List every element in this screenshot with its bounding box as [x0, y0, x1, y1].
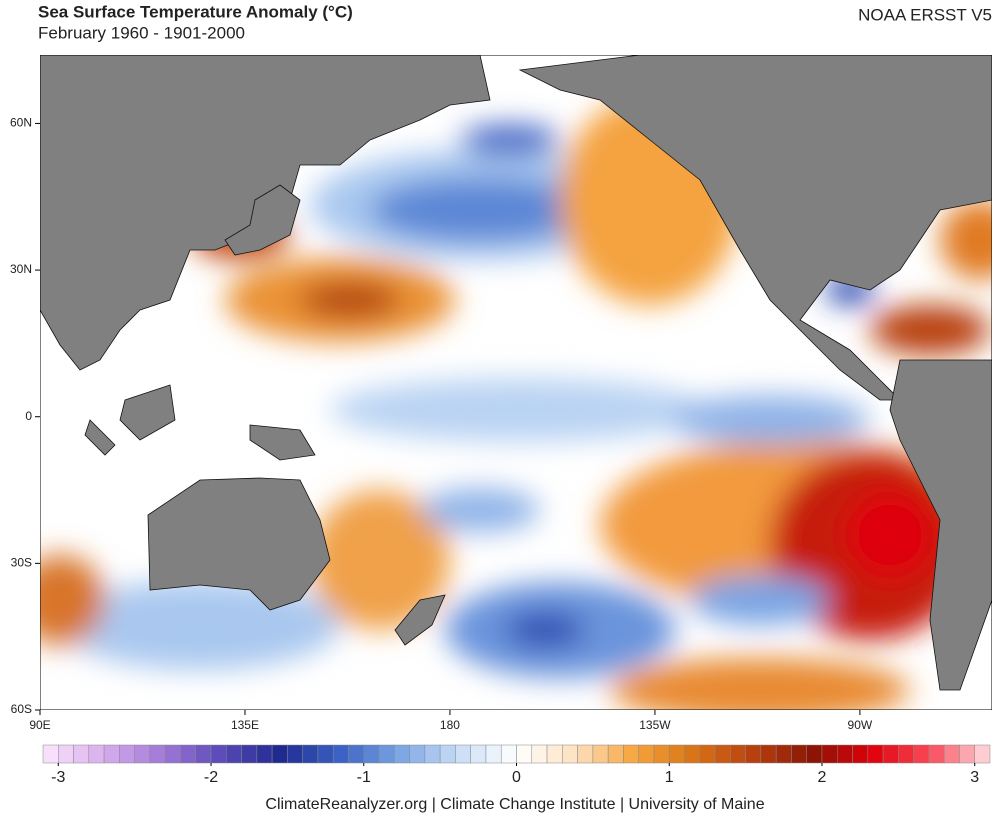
dataset-label: NOAA ERSST V5: [858, 5, 992, 24]
colorbar-box: [439, 744, 456, 764]
colorbar-box: [531, 744, 548, 764]
colorbar-box: [852, 744, 869, 764]
colorbar-box: [653, 744, 670, 764]
colorbar-box: [500, 744, 517, 764]
colorbar-box: [180, 744, 196, 764]
colorbar-tick-label: -1: [357, 769, 371, 786]
colorbar: -3 -2 -1 0 1 2 3: [42, 744, 991, 786]
colorbar-tick-label: -3: [51, 769, 65, 786]
colorbar-box: [516, 744, 533, 764]
colorbar-box: [943, 744, 960, 764]
colorbar-box: [164, 744, 181, 764]
colorbar-box: [210, 744, 227, 764]
colorbar-box: [348, 744, 365, 764]
colorbar-box: [898, 744, 914, 764]
colorbar-box: [241, 744, 258, 764]
colorbar-box: [302, 744, 319, 764]
colorbar-box: [226, 744, 242, 764]
colorbar-tick-label: 0: [512, 769, 521, 786]
x-tick-label: 135W: [639, 718, 671, 732]
colorbar-box: [455, 744, 471, 764]
colorbar-box: [287, 744, 303, 764]
colorbar-box: [409, 744, 426, 764]
y-tick-label: 30S: [11, 556, 32, 570]
colorbar-box: [775, 744, 792, 764]
colorbar-box: [714, 744, 731, 764]
land: [40, 55, 992, 691]
colorbar-box: [791, 744, 807, 764]
colorbar-box: [806, 744, 823, 764]
colorbar-tick-label: 3: [970, 769, 979, 786]
colorbar-box: [699, 744, 716, 764]
x-tick-label: 90W: [848, 718, 873, 732]
colorbar-box: [867, 744, 884, 764]
colorbar-tick-label: -2: [204, 769, 218, 786]
colorbar-box: [256, 744, 273, 764]
colorbar-box: [485, 744, 502, 764]
colorbar-box: [363, 744, 380, 764]
colorbar-box: [73, 744, 90, 764]
colorbar-box: [668, 744, 685, 764]
colorbar-box: [730, 744, 746, 764]
colorbar-box: [317, 744, 334, 764]
title: Sea Surface Temperature Anomaly (°C): [38, 2, 353, 21]
map: [40, 55, 992, 710]
colorbar-box: [562, 744, 578, 764]
colorbar-tick-label: 2: [818, 769, 827, 786]
colorbar-box: [378, 744, 395, 764]
colorbar-box: [394, 744, 410, 764]
colorbar-box: [959, 744, 975, 764]
colorbar-box: [149, 744, 166, 764]
colorbar-tick-label: 1: [665, 769, 674, 786]
colorbar-box: [577, 744, 594, 764]
colorbar-box: [195, 744, 212, 764]
colorbar-box: [546, 744, 563, 764]
colorbar-box: [760, 744, 777, 764]
colorbar-box: [607, 744, 624, 764]
colorbar-box: [837, 744, 853, 764]
colorbar-box: [119, 744, 135, 764]
y-tick-label: 0: [25, 409, 32, 423]
colorbar-box: [42, 744, 59, 764]
colorbar-box: [134, 744, 151, 764]
colorbar-box: [88, 744, 105, 764]
colorbar-box: [821, 744, 838, 764]
colorbar-box: [684, 744, 701, 764]
colorbar-box: [882, 744, 899, 764]
y-tick-label: 60N: [10, 116, 32, 130]
colorbar-box: [638, 744, 655, 764]
subtitle: February 1960 - 1901-2000: [38, 23, 245, 42]
colorbar-box: [928, 744, 945, 764]
anomaly-field: [40, 95, 992, 710]
colorbar-box: [974, 744, 991, 764]
colorbar-box: [103, 744, 120, 764]
colorbar-box: [58, 744, 74, 764]
footer: ClimateReanalyzer.org | Climate Change I…: [265, 796, 764, 813]
colorbar-box: [623, 744, 639, 764]
colorbar-box: [470, 744, 487, 764]
y-tick-label: 30N: [10, 262, 32, 276]
colorbar-box: [592, 744, 609, 764]
colorbar-box: [913, 744, 930, 764]
x-tick-label: 180: [440, 718, 460, 732]
colorbar-box: [271, 744, 288, 764]
y-tick-label: 60S: [11, 702, 32, 716]
colorbar-box: [424, 744, 441, 764]
x-tick-label: 90E: [29, 718, 50, 732]
map-axes: 90E 135E 180 135W 90W 60N 30N 0 30S 60S: [10, 116, 873, 733]
x-tick-label: 135E: [231, 718, 259, 732]
colorbar-box: [332, 744, 349, 764]
colorbar-box: [745, 744, 762, 764]
